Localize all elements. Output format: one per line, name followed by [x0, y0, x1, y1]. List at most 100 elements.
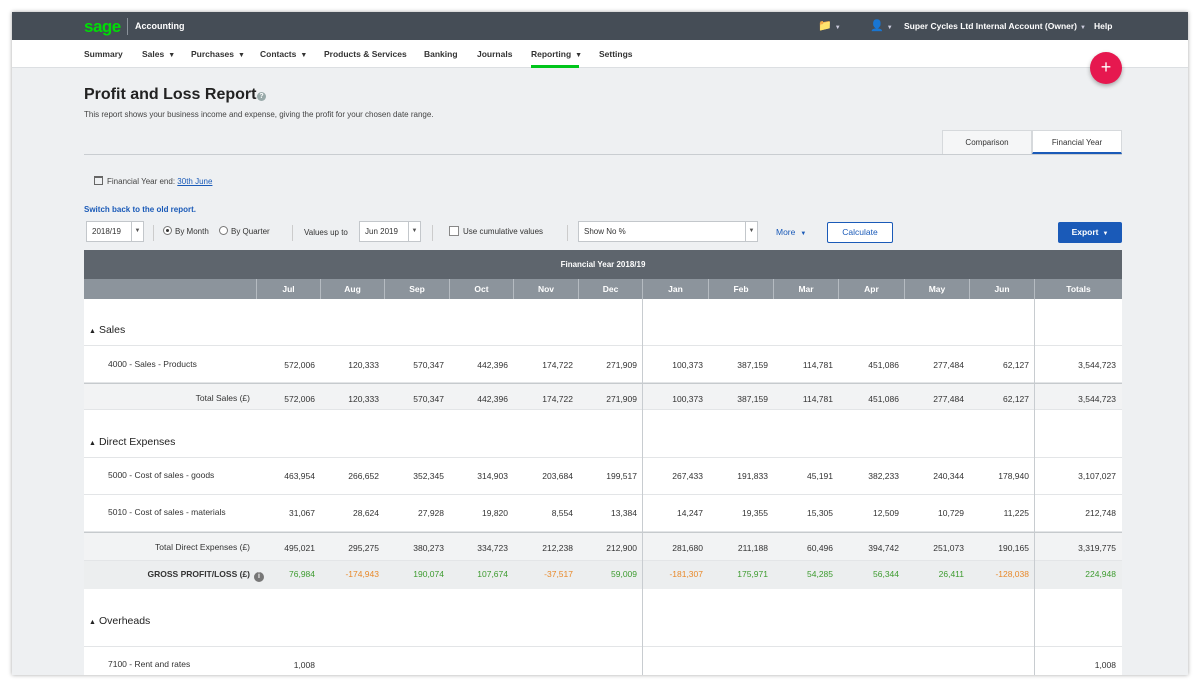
cell-mar: 54,285	[807, 569, 833, 579]
cell-aug: 120,333	[348, 394, 379, 404]
nav-purchases[interactable]: Purchases ▼	[191, 49, 245, 59]
export-button[interactable]: Export ▼	[1058, 222, 1122, 243]
col-totals[interactable]: Totals	[1034, 279, 1122, 299]
cumulative-checkbox[interactable]: Use cumulative values	[449, 226, 543, 236]
col-mar[interactable]: Mar	[773, 279, 838, 299]
caret-down-icon: ▼	[1102, 231, 1109, 237]
top-bar: sage Accounting 📁 ▼ 👤 ▼ Super Cycles Ltd I…	[12, 12, 1188, 40]
help-link[interactable]: Help	[1094, 21, 1113, 31]
cell-jun: 62,127	[1003, 360, 1029, 370]
row-label: Total Sales (£)	[195, 393, 250, 403]
cell-oct: 442,396	[477, 394, 508, 404]
col-jun[interactable]: Jun	[969, 279, 1034, 299]
cell-sep: 380,273	[413, 543, 444, 553]
nav-label: Summary	[84, 49, 123, 59]
col-nov[interactable]: Nov	[513, 279, 578, 299]
section-title: ▲ Direct Expenses	[89, 436, 175, 448]
by-month-radio[interactable]: By Month	[163, 226, 209, 236]
logo-divider	[127, 18, 128, 35]
nav-summary[interactable]: Summary	[84, 49, 123, 59]
cell-jul: 572,006	[284, 360, 315, 370]
col-jul[interactable]: Jul	[256, 279, 320, 299]
cell-nov: 212,238	[542, 543, 573, 553]
cell-jun: 178,940	[998, 471, 1029, 481]
nav-reporting[interactable]: Reporting ▼	[531, 49, 582, 59]
account-menu[interactable]: Super Cycles Ltd Internal Account (Owner…	[904, 21, 1086, 31]
nav-journals[interactable]: Journals	[477, 49, 512, 59]
cell-apr: 394,742	[868, 543, 899, 553]
cell-mar: 15,305	[807, 508, 833, 518]
cell-sep: 570,347	[413, 360, 444, 370]
info-icon[interactable]: i	[254, 572, 264, 582]
more-label: More	[776, 227, 796, 237]
fy-end-link[interactable]: 30th June	[177, 177, 213, 186]
col-jan[interactable]: Jan	[642, 279, 708, 299]
nav-sales[interactable]: Sales ▼	[142, 49, 175, 59]
cell-sep: 570,347	[413, 394, 444, 404]
col-apr[interactable]: Apr	[838, 279, 904, 299]
cell-totals: 3,544,723	[1078, 394, 1116, 404]
col-sep[interactable]: Sep	[384, 279, 449, 299]
tab-comparison[interactable]: Comparison	[942, 130, 1032, 154]
folder-icon: 📁	[818, 20, 832, 32]
chevron-down-icon: ▼	[408, 222, 420, 241]
caret-down-icon: ▼	[800, 231, 807, 237]
values-up-to-select[interactable]: Jun 2019 ▼	[359, 221, 421, 242]
section-label: Sales	[98, 324, 126, 336]
row-label: 5000 - Cost of sales - goods	[108, 470, 215, 480]
collapse-icon: ▲	[89, 328, 96, 335]
cell-sep: 27,928	[418, 508, 444, 518]
row-label: 7100 - Rent and rates	[108, 659, 191, 669]
section-overheads[interactable]: ▲ Overheads	[84, 615, 1122, 647]
cell-jun: 11,225	[1003, 508, 1029, 518]
table-row[interactable]: 7100 - Rent and rates 1,008 1,008	[84, 647, 1122, 675]
nav-products-services[interactable]: Products & Services	[324, 49, 407, 59]
cell-apr: 451,086	[868, 394, 899, 404]
col-dec[interactable]: Dec	[578, 279, 642, 299]
col-oct[interactable]: Oct	[449, 279, 513, 299]
cell-totals: 224,948	[1085, 569, 1116, 579]
table-row: Total Direct Expenses (£) 495,021 295,275 3…	[84, 532, 1122, 561]
nav-label: Purchases	[191, 49, 234, 59]
table-row[interactable]: 4000 - Sales - Products 572,006 120,333 570…	[84, 347, 1122, 383]
user-menu[interactable]: 👤 ▼	[870, 19, 893, 32]
table-row[interactable]: 5000 - Cost of sales - goods 463,954 266,6…	[84, 458, 1122, 495]
switch-old-report-link[interactable]: Switch back to the old report.	[84, 205, 197, 214]
tabs-divider	[84, 154, 1122, 155]
by-quarter-radio[interactable]: By Quarter	[219, 226, 270, 236]
section-direct-expenses[interactable]: ▲ Direct Expenses	[84, 436, 1122, 458]
filter-separator	[432, 225, 433, 241]
help-icon[interactable]: ?	[257, 92, 266, 101]
cell-feb: 191,833	[737, 471, 768, 481]
filter-separator	[153, 225, 154, 241]
cell-dec: 59,009	[611, 569, 637, 579]
page-title: Profit and Loss Report	[84, 86, 257, 103]
cell-jan: 100,373	[672, 360, 703, 370]
more-menu[interactable]: More ▼	[776, 227, 806, 237]
cell-feb: 211,188	[737, 543, 768, 553]
col-may[interactable]: May	[904, 279, 969, 299]
cell-oct: 334,723	[477, 543, 508, 553]
financial-year-info: Financial Year end: 30th June	[94, 176, 212, 186]
folder-menu[interactable]: 📁 ▼	[818, 19, 841, 32]
percent-select[interactable]: Show No % ▼	[578, 221, 758, 242]
tab-financial-year[interactable]: Financial Year	[1032, 130, 1122, 154]
sage-logo[interactable]: sage	[84, 17, 121, 36]
col-feb[interactable]: Feb	[708, 279, 773, 299]
section-label: Direct Expenses	[98, 436, 176, 448]
create-new-button[interactable]: +	[1090, 52, 1122, 84]
cell-mar: 60,496	[807, 543, 833, 553]
nav-label: Settings	[599, 49, 633, 59]
nav-contacts[interactable]: Contacts ▼	[260, 49, 307, 59]
section-sales[interactable]: ▲ Sales	[84, 324, 1122, 346]
nav-settings[interactable]: Settings	[599, 49, 633, 59]
cell-may: 26,411	[938, 569, 964, 579]
calculate-button[interactable]: Calculate	[827, 222, 893, 243]
year-select[interactable]: 2018/19 ▼	[86, 221, 144, 242]
table-row[interactable]: 5010 - Cost of sales - materials 31,067 28…	[84, 495, 1122, 532]
cell-feb: 387,159	[737, 394, 768, 404]
cell-dec: 212,900	[606, 543, 637, 553]
nav-banking[interactable]: Banking	[424, 49, 458, 59]
col-aug[interactable]: Aug	[320, 279, 384, 299]
cell-oct: 442,396	[477, 360, 508, 370]
